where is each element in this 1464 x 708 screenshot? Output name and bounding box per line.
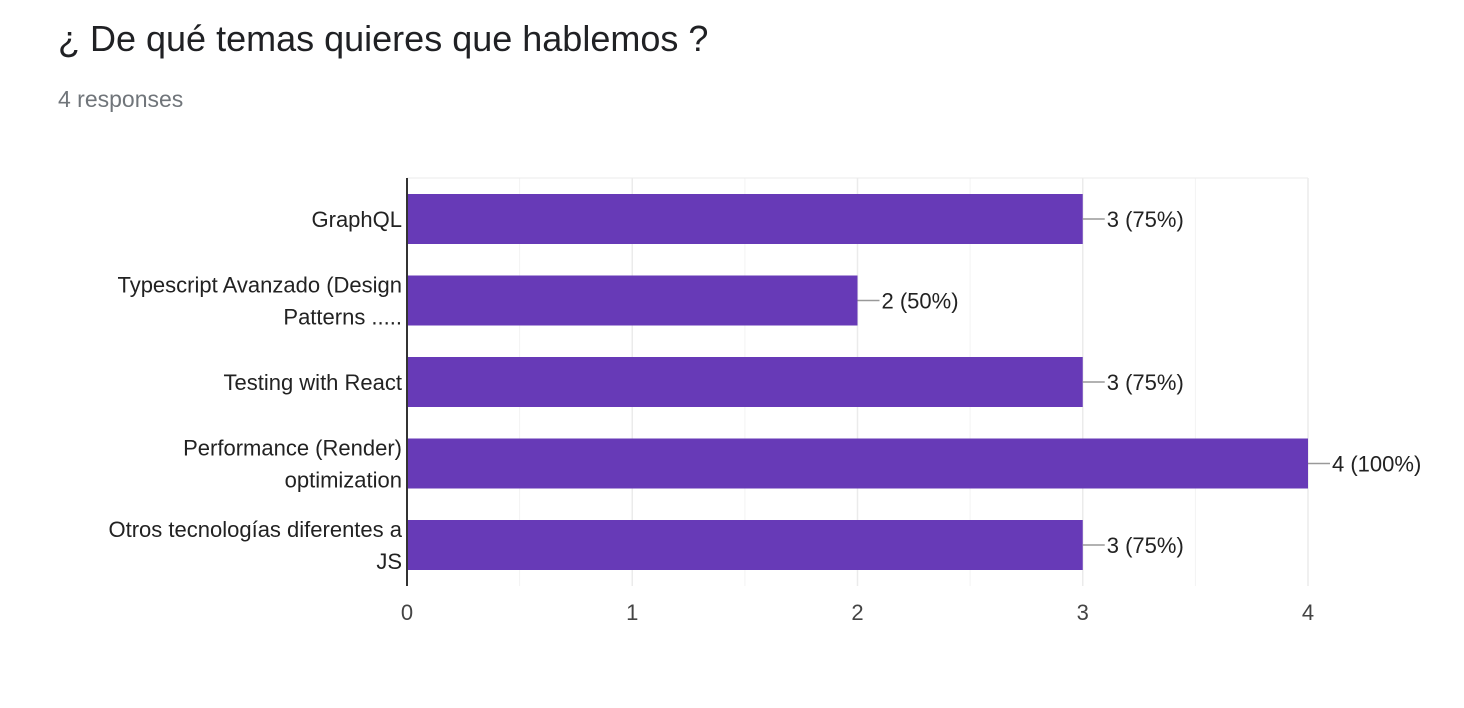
category-label: JS xyxy=(376,549,402,574)
category-label: Testing with React xyxy=(223,370,402,395)
bar xyxy=(407,439,1308,489)
x-tick-label: 0 xyxy=(401,600,413,625)
data-label: 3 (75%) xyxy=(1107,370,1184,395)
data-label: 4 (100%) xyxy=(1332,452,1421,477)
category-label: Typescript Avanzado (Design xyxy=(117,273,402,298)
category-label: Otros tecnologías diferentes a xyxy=(109,517,403,542)
bar xyxy=(407,357,1083,407)
category-label: Patterns ..... xyxy=(283,305,402,330)
data-label: 3 (75%) xyxy=(1107,533,1184,558)
category-label: optimization xyxy=(285,468,402,493)
x-tick-label: 1 xyxy=(626,600,638,625)
data-label: 2 (50%) xyxy=(882,289,959,314)
x-tick-label: 2 xyxy=(851,600,863,625)
category-label: Performance (Render) xyxy=(183,436,402,461)
bar xyxy=(407,194,1083,244)
data-label: 3 (75%) xyxy=(1107,207,1184,232)
x-tick-label: 3 xyxy=(1077,600,1089,625)
bar xyxy=(407,276,858,326)
bar xyxy=(407,520,1083,570)
category-label: GraphQL xyxy=(312,207,403,232)
x-tick-label: 4 xyxy=(1302,600,1314,625)
